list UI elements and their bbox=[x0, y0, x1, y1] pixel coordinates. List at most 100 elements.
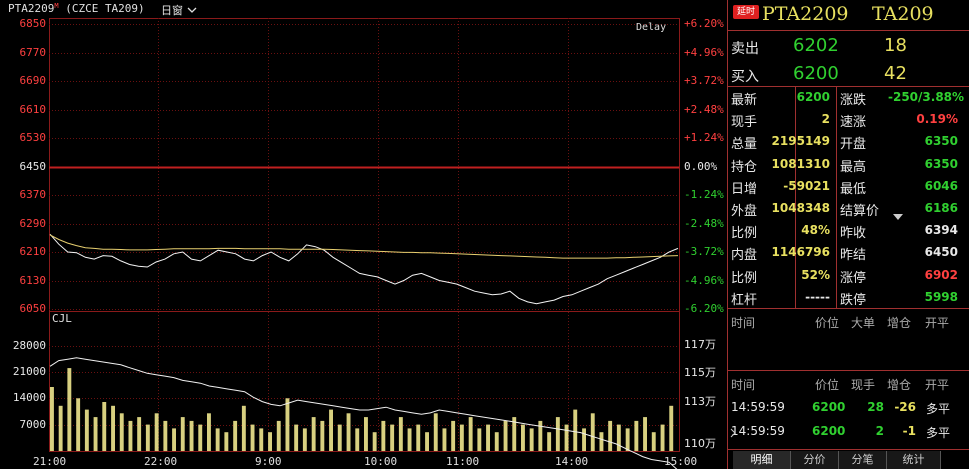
quote-value: 2195149 bbox=[771, 134, 830, 148]
volume-bar bbox=[250, 424, 255, 451]
quote-value: 48% bbox=[801, 223, 830, 237]
quote-value: 1146796 bbox=[771, 245, 830, 259]
percent-tick-label: +3.72% bbox=[684, 74, 724, 87]
caret-down-icon[interactable] bbox=[893, 205, 903, 224]
oi-tick-label: 117万 bbox=[684, 338, 716, 351]
quote-value: 2 bbox=[821, 112, 830, 126]
tick-cell-time: 14:59:59 bbox=[731, 424, 785, 438]
volume-bar bbox=[521, 424, 525, 451]
chart-title: PTA2209M (CZCE TA209) bbox=[8, 2, 145, 15]
volume-bar bbox=[547, 432, 552, 451]
volume-bar bbox=[355, 428, 360, 451]
volume-bar bbox=[145, 424, 150, 451]
tick-cell-price: 6200 bbox=[812, 400, 846, 414]
volume-bar bbox=[425, 432, 429, 451]
main-contract-marker: M bbox=[54, 2, 59, 10]
sell-volume: 18 bbox=[884, 35, 907, 56]
percent-tick-label: -3.72% bbox=[684, 245, 724, 258]
tick-cell-price: 6200 bbox=[812, 424, 846, 438]
tab-stats[interactable]: 统计 bbox=[887, 451, 941, 469]
quote-label: 比例 bbox=[731, 271, 758, 286]
price-line bbox=[49, 233, 679, 305]
percent-tick-label: 0.00% bbox=[684, 160, 718, 173]
tick-cell-time: 14:59:59 bbox=[731, 400, 785, 414]
tick-header: 增仓 bbox=[887, 378, 912, 392]
tab-tick[interactable]: 分笔 bbox=[839, 451, 887, 469]
volume-bar bbox=[276, 420, 281, 451]
oi-tick-label: 113万 bbox=[684, 395, 716, 408]
quote-value: 6394 bbox=[924, 223, 958, 237]
volume-bar bbox=[241, 405, 246, 451]
volume-bar bbox=[459, 424, 464, 451]
buy-price: 6200 bbox=[793, 63, 839, 84]
percent-tick-label: -2.48% bbox=[684, 217, 724, 230]
tab-price[interactable]: 分价 bbox=[791, 451, 839, 469]
percent-tick-label: +2.48% bbox=[684, 103, 724, 116]
quote-value: 6350 bbox=[924, 157, 958, 171]
volume-bar bbox=[346, 413, 351, 451]
volume-bar bbox=[172, 428, 176, 451]
volume-bar bbox=[616, 424, 621, 451]
quote-value: 6902 bbox=[924, 268, 958, 282]
quote-label: 跌停 bbox=[840, 293, 867, 308]
volume-bar bbox=[180, 417, 185, 451]
oi-tick-label: 115万 bbox=[684, 366, 716, 379]
volume-bar bbox=[285, 398, 290, 451]
price-tick-label: 6210 bbox=[19, 245, 47, 258]
period-label: 日窗 bbox=[161, 4, 183, 17]
tick-header: 开平 bbox=[925, 378, 950, 392]
buy-volume: 42 bbox=[884, 63, 907, 84]
volume-bar bbox=[599, 432, 604, 451]
tab-detail[interactable]: 明细 bbox=[733, 451, 791, 469]
volume-bar bbox=[608, 420, 613, 451]
volume-bar bbox=[137, 417, 142, 451]
volume-bar bbox=[442, 428, 447, 451]
quote-label: 昨收 bbox=[840, 226, 867, 241]
chevron-down-icon bbox=[187, 7, 196, 13]
price-tick-label: 6530 bbox=[19, 131, 47, 144]
volume-bar bbox=[198, 424, 203, 451]
quote-value: 6200 bbox=[796, 90, 830, 104]
quote-panel bbox=[727, 0, 969, 469]
time-tick-label: 10:00 bbox=[364, 455, 398, 468]
quote-value: 6186 bbox=[924, 201, 958, 215]
volume-bar bbox=[625, 428, 630, 451]
quote-value: 1048348 bbox=[771, 201, 830, 215]
period-dropdown[interactable]: 日窗 bbox=[161, 2, 197, 18]
volume-tick-label: 28000 bbox=[12, 339, 46, 352]
intraday-chart[interactable] bbox=[0, 0, 727, 469]
volume-bar bbox=[119, 413, 124, 451]
volume-bar bbox=[651, 432, 656, 451]
volume-bar bbox=[555, 417, 560, 451]
volume-bar bbox=[337, 424, 342, 451]
quote-label: 开盘 bbox=[840, 137, 867, 152]
volume-bar bbox=[407, 428, 412, 451]
volume-bar bbox=[381, 420, 386, 451]
sell-price: 6202 bbox=[793, 35, 839, 56]
volume-bar bbox=[163, 420, 168, 451]
volume-bar bbox=[451, 420, 456, 451]
volume-bar bbox=[233, 420, 238, 451]
volume-bar bbox=[93, 417, 98, 451]
oi-tick-label: 110万 bbox=[684, 437, 716, 450]
volume-bar bbox=[503, 420, 508, 451]
volume-bar bbox=[398, 417, 403, 451]
percent-tick-label: -1.24% bbox=[684, 188, 724, 201]
quote-value: 6350 bbox=[924, 134, 958, 148]
volume-bar bbox=[111, 405, 115, 451]
delay-tag: 延时 bbox=[733, 5, 759, 19]
volume-bar bbox=[50, 387, 54, 451]
tick-cell-oi: -1 bbox=[902, 424, 916, 438]
volume-bar bbox=[433, 413, 438, 451]
expand-arrow-icon[interactable] bbox=[730, 423, 736, 442]
volume-bar bbox=[494, 432, 499, 451]
detail-tabs: 明细 分价 分笔 统计 bbox=[727, 451, 969, 469]
price-tick-label: 6610 bbox=[19, 103, 47, 116]
time-tick-label: 14:00 bbox=[555, 455, 589, 468]
quote-label: 日增 bbox=[731, 182, 758, 197]
volume-bar bbox=[76, 398, 81, 451]
percent-tick-label: +4.96% bbox=[684, 46, 724, 59]
price-tick-label: 6050 bbox=[19, 302, 47, 315]
price-tick-label: 6370 bbox=[19, 188, 47, 201]
quote-code: TA209 bbox=[872, 3, 934, 25]
